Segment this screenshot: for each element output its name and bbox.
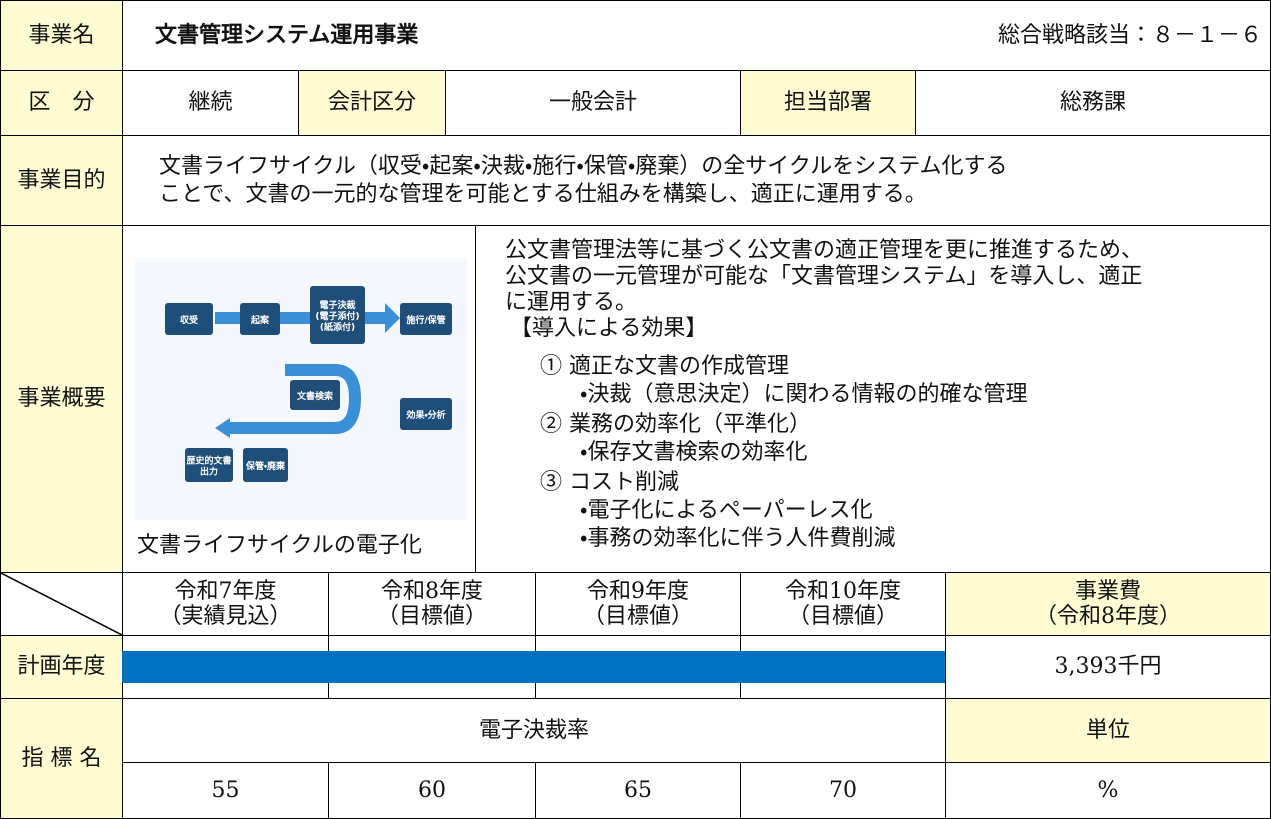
value-cell-text: 継続 [188, 90, 233, 116]
label-cell-text: 区 分 [28, 90, 95, 116]
label-cell-text: 計画年度 [17, 654, 106, 680]
label-cell: 区 分 [0, 70, 123, 136]
year-header-text: 令和9年度 [587, 578, 689, 604]
indicator-name: 電子決裁率 [122, 698, 946, 763]
label-cell: 事業概要 [0, 225, 123, 573]
figure-label: 歴史的文書 [186, 455, 231, 467]
figure-label: 施行/保管 [406, 314, 445, 326]
year-header: 令和7年度 （実績見込） [122, 572, 329, 636]
overview-line: ・電子化によるペーパーレス化 [580, 498, 873, 523]
figure: 収受 起案 電子決裁(電子添付)(紙添付) 施行/保管文書検索効果・分析歴史的文書出力… [135, 258, 467, 520]
label-cell: 担当部署 [740, 70, 916, 136]
figure-label: 文書検索 [297, 390, 333, 402]
value-cell: 継続 [122, 70, 299, 136]
figure-caption: 文書ライフサイクルの電子化 [137, 533, 422, 558]
overview-line: ② 業務の効率化（平準化） [540, 412, 811, 437]
indicator-name-text: 電子決裁率 [478, 717, 589, 743]
label-cell: 事業目的 [0, 135, 123, 226]
value-cell: 総務課 [915, 70, 1271, 136]
year-header-text: 令和10年度 [785, 578, 901, 604]
label-cell-text: 指 標 名 [21, 745, 102, 771]
year-header-text: （目標値） [376, 604, 487, 629]
overview-line: ① 適正な文書の作成管理 [540, 354, 789, 379]
year-header-text: （実績見込） [159, 604, 292, 629]
label-cell-text: 事業名 [28, 22, 95, 48]
cost-header-text: 事業費 [1074, 578, 1141, 604]
unit-cell-text: % [1097, 777, 1119, 803]
cost-header: 事業費 （令和8年度） [945, 572, 1271, 636]
figure-label: (紙添付) [320, 321, 355, 333]
diagonal-cell [0, 572, 123, 636]
figure-label: 効果・分析 [405, 409, 445, 421]
figure-box [243, 448, 288, 482]
figure-label: (電子添付) [315, 310, 359, 322]
figure-box [400, 303, 452, 335]
overview-line: ・事務の効率化に伴う人件費削減 [580, 526, 896, 551]
figure-label: 保管・廃棄 [245, 460, 286, 472]
indicator-value-text: 70 [829, 777, 857, 803]
purpose-cell: 文書ライフサイクル（収受・起案・決裁・施行・保管・廃棄）の全サイクルをシステム化… [122, 135, 1271, 226]
figure-box [400, 398, 452, 430]
figure-label: 収受 [180, 314, 198, 326]
figure-box [185, 448, 233, 482]
label-cell-text: 会計区分 [327, 90, 416, 116]
indicator-value-text: 60 [418, 777, 446, 803]
indicator-value: 65 [535, 762, 741, 819]
figure-label: 電子決裁 [319, 299, 355, 311]
purpose-cell-text: ことで、文書の一元的な管理を可能とする仕組みを構築し、適正に運用する。 [159, 181, 927, 207]
project-title: 文書管理システム運用事業 [155, 22, 419, 48]
overview-line: に運用する。 [505, 290, 638, 315]
indicator-value-text: 65 [624, 777, 652, 803]
label-cell: 計画年度 [0, 635, 123, 699]
year-header: 令和9年度 （目標値） [535, 572, 741, 636]
label-cell-text: 事業概要 [17, 386, 106, 412]
year-header: 令和10年度 （目標値） [740, 572, 946, 636]
figure-box [165, 303, 213, 335]
indicator-value: 60 [328, 762, 536, 819]
figure-label: 出力 [200, 466, 218, 478]
label-cell: 事業名 [0, 0, 123, 71]
figure-box [290, 380, 340, 410]
overview-line: 公文書の一元管理が可能な「文書管理システム」を導入し、適正 [505, 264, 1143, 289]
value-cell-text: 一般会計 [548, 90, 637, 116]
cost-cell-text: 3,393千円 [1054, 654, 1162, 680]
label-cell-text: 担当部署 [783, 90, 872, 116]
overview-line: ・決裁（意思決定）に関わる情報の的確な管理 [580, 382, 1028, 407]
indicator-value-text: 55 [211, 777, 240, 803]
title-cell: 文書管理システム運用事業 総合戦略該当：８－１－６ [122, 0, 1271, 71]
unit-label-text: 単位 [1085, 717, 1130, 743]
unit-label: 単位 [945, 698, 1271, 763]
year-header-text: （目標値） [582, 604, 693, 629]
cost-header-text: （令和8年度） [1035, 604, 1181, 629]
overview-line: 公文書管理法等に基づく公文書の適正管理を更に推進するため、 [505, 238, 1144, 263]
figure-box [310, 286, 365, 344]
label-cell: 指 標 名 [0, 698, 123, 819]
figure-label: 起案 [250, 314, 270, 326]
value-cell: 一般会計 [445, 70, 741, 136]
overview-line: ・保存文書検索の効率化 [580, 440, 808, 465]
purpose-cell-text: 文書ライフサイクル（収受・起案・決裁・施行・保管・廃棄）の全サイクルをシステム化… [159, 154, 1008, 179]
year-header: 令和8年度 （目標値） [328, 572, 536, 636]
year-header-text: 令和8年度 [381, 578, 483, 604]
label-cell-text: 事業目的 [17, 167, 106, 193]
value-cell-text: 総務課 [1059, 90, 1126, 116]
year-header-text: 令和7年度 [174, 578, 277, 604]
overview-line: ③ コスト削減 [540, 470, 679, 495]
label-cell: 会計区分 [298, 70, 446, 136]
overview-line: 【導入による効果】 [510, 316, 708, 341]
figure-box [240, 303, 280, 335]
strategy: 総合戦略該当：８－１－６ [997, 22, 1262, 48]
unit-cell: % [945, 762, 1271, 819]
plan-bar [122, 651, 945, 683]
diagonal [1, 573, 122, 635]
indicator-value: 70 [740, 762, 946, 819]
indicator-value: 55 [122, 762, 329, 819]
cost-cell: 3,393千円 [945, 635, 1271, 699]
year-header-text: （目標値） [787, 604, 898, 629]
